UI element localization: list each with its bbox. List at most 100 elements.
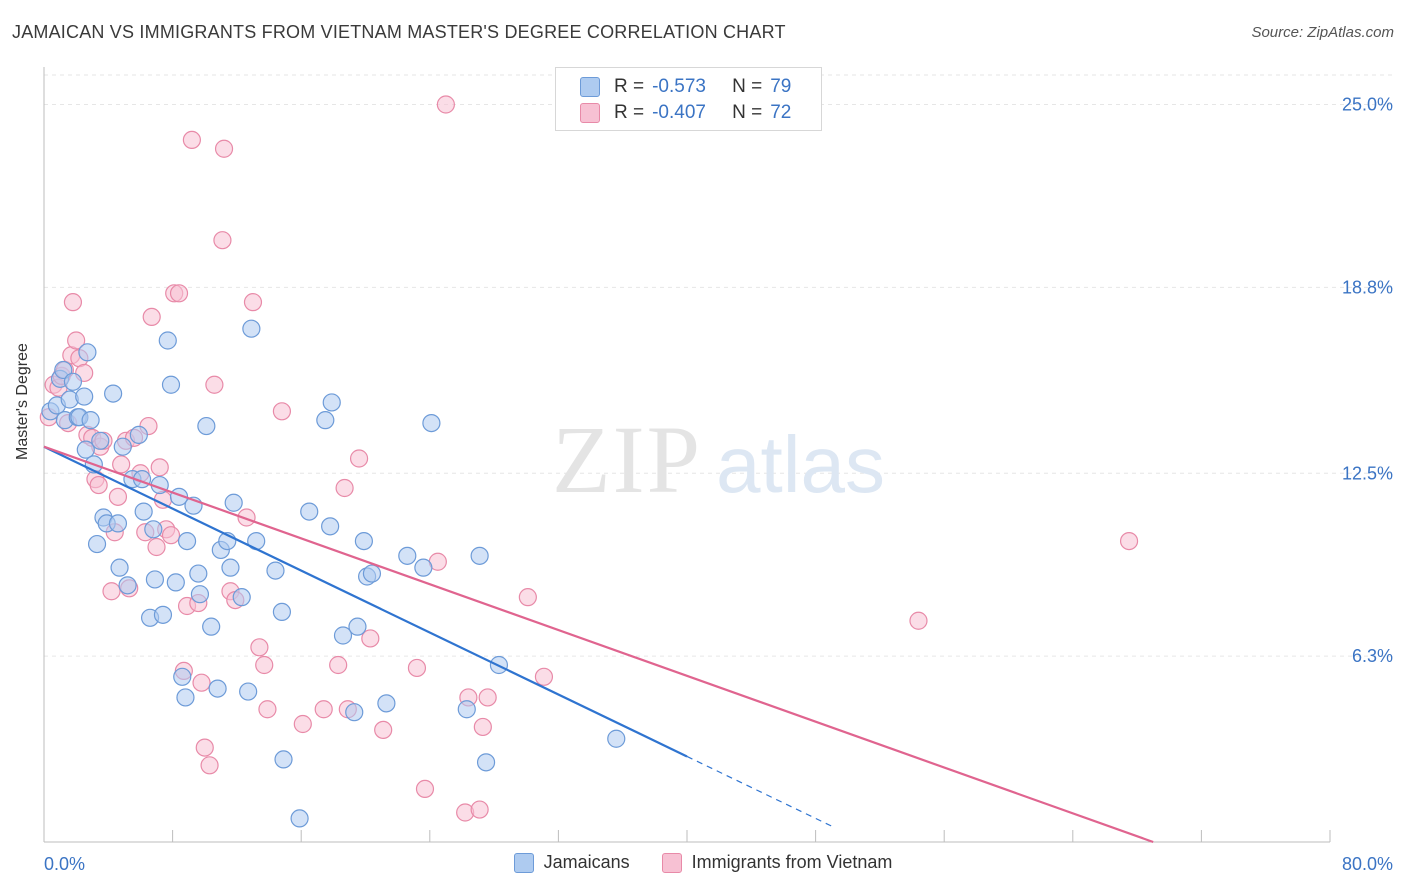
vietnam-point (909, 611, 928, 630)
vietnam-point (147, 537, 166, 557)
vietnam-point (407, 658, 427, 678)
jamaicans-point (161, 375, 181, 394)
legend-n-value: 79 (770, 76, 792, 97)
jamaicans-point (91, 431, 110, 450)
vietnam-point (470, 800, 489, 819)
vietnam-point (415, 779, 435, 799)
jamaicans-point (398, 546, 417, 565)
legend-n-label: N = (732, 102, 763, 123)
jamaicans-point (470, 546, 489, 565)
jamaicans-point (63, 372, 83, 391)
jamaicans-point (266, 561, 285, 580)
jamaicans-point (422, 414, 441, 433)
jamaicans-point (362, 564, 382, 583)
vietnam-point (169, 284, 189, 303)
jamaicans-point (176, 688, 195, 707)
axes (43, 67, 1331, 843)
vietnam-point (108, 487, 128, 506)
watermark-atlas: atlas (716, 420, 885, 509)
jamaicans-point (300, 502, 319, 521)
vietnam-point (142, 307, 161, 326)
vietnam-point (335, 478, 354, 498)
legend-item-vietnam[interactable]: Immigrants from Vietnam (661, 852, 893, 873)
jamaicans-point (476, 753, 496, 772)
jamaicans-point (208, 679, 227, 698)
legend-n-value: 72 (770, 102, 792, 123)
jamaicans-point (145, 570, 165, 589)
jamaicans-point (224, 493, 243, 512)
jamaicans-point (232, 588, 251, 607)
jamaicans-point (177, 531, 197, 551)
vietnam-point (102, 582, 121, 601)
correlation-legend: R = -0.573 N = 79 R = -0.407 N = 72 (555, 67, 822, 131)
vietnam-point (518, 588, 537, 607)
legend-r-label: R = (614, 76, 645, 97)
watermark-zip: ZIP (552, 406, 702, 513)
jamaicans-point (158, 331, 177, 350)
vietnam-point (112, 455, 131, 474)
jamaicans-point (189, 564, 208, 583)
chart-title: JAMAICAN VS IMMIGRANTS FROM VIETNAM MAST… (12, 22, 786, 42)
vietnam-point (205, 375, 224, 394)
vietnam-point (473, 717, 492, 737)
jamaicans-point (153, 605, 173, 624)
watermark: ZIP atlas (552, 406, 885, 513)
series-jamaicans-points (41, 319, 626, 828)
trend-lines (43, 445, 1154, 844)
vietnam-point (272, 402, 292, 421)
vietnam-point (374, 720, 393, 740)
grid-lines (44, 74, 1392, 657)
jamaicans-point (354, 531, 373, 551)
y-tick-label: 25.0% (1342, 95, 1393, 115)
vietnam-point (329, 655, 348, 675)
jamaicans-point (78, 343, 97, 362)
jamaicans-trend-extension (686, 755, 832, 827)
jamaicans-point (348, 617, 367, 636)
jamaicans-point (54, 360, 73, 380)
jamaicans-point (76, 440, 95, 459)
jamaicans-point (197, 416, 216, 436)
jamaicans-point (134, 502, 153, 521)
jamaicans-point (322, 393, 341, 412)
x-tick-label-max: 80.0% (1342, 854, 1393, 874)
vietnam-point (250, 638, 269, 657)
vietnam-point (192, 673, 211, 692)
vietnam-point (478, 688, 497, 707)
legend-row-jamaicans: R = -0.573 N = 79 (580, 75, 791, 99)
jamaicans-trend-line (43, 445, 688, 758)
y-tick-label: 6.3% (1352, 646, 1393, 666)
jamaicans-point (144, 520, 163, 539)
vietnam-point (182, 130, 201, 149)
jamaicans-point (221, 558, 240, 577)
jamaicans-point (108, 514, 128, 533)
jamaicans-point (87, 534, 107, 554)
legend-r-value: -0.407 (652, 102, 706, 123)
jamaicans-point (377, 694, 396, 713)
jamaicans-point (118, 576, 137, 595)
tick-labels: 6.3% 12.5% 18.8% 25.0% 0.0% 80.0% (44, 95, 1393, 875)
jamaicans-point (321, 517, 340, 536)
vietnam-point (314, 700, 333, 719)
jamaicans-point (457, 700, 476, 719)
legend-label-vietnam: Immigrants from Vietnam (691, 852, 893, 872)
legend-swatch-blue (513, 852, 534, 873)
legend-item-jamaicans[interactable]: Jamaicans (513, 852, 630, 873)
jamaicans-point (129, 425, 148, 444)
vietnam-point (349, 449, 369, 468)
legend-swatch-pink (580, 103, 600, 123)
jamaicans-point (113, 437, 132, 456)
jamaicans-point (190, 585, 210, 604)
vietnam-point (214, 139, 234, 158)
vietnam-point (150, 458, 169, 477)
vietnam-point (258, 700, 277, 719)
legend-label-jamaicans: Jamaicans (543, 852, 630, 872)
vietnam-point (161, 526, 181, 545)
jamaicans-point (272, 602, 292, 622)
vietnam-point (89, 475, 108, 495)
vietnam-point (237, 508, 256, 527)
jamaicans-point (104, 384, 123, 403)
source-label: Source: ZipAtlas.com (1251, 24, 1394, 41)
vietnam-point (213, 231, 232, 250)
vietnam-point (361, 629, 380, 648)
